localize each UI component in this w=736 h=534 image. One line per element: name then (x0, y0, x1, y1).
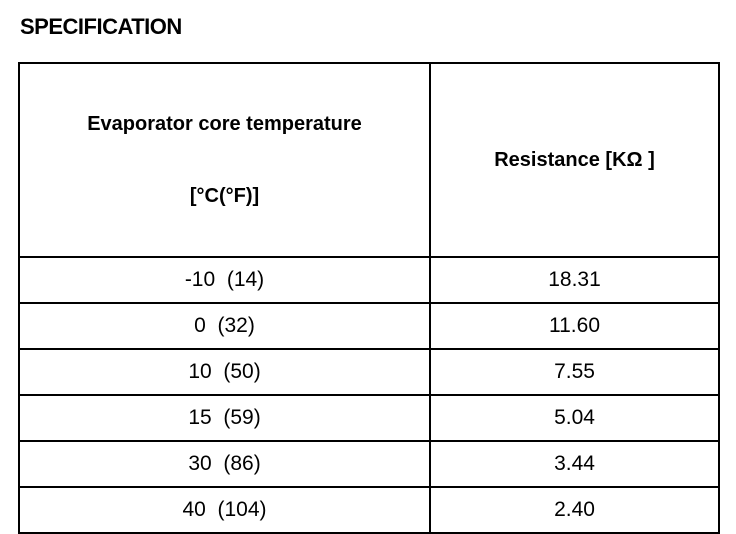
resistance-cell: 5.04 (429, 394, 720, 442)
header-cell: Resistance [KΩ ] (429, 62, 720, 258)
resistance-cell: 11.60 (429, 302, 720, 350)
temperature-cell: -10 (14) (18, 256, 431, 304)
temperature-cell: 15 (59) (18, 394, 431, 442)
resistance-cell: 3.44 (429, 440, 720, 488)
section-title: SPECIFICATION (20, 14, 182, 39)
table-body: -10 (14) 18.31 0 (32) 11.60 10 (50) 7.55 15 (5… (18, 256, 720, 534)
table-row: 30 (86) 3.44 (18, 440, 720, 488)
table-row: -10 (14) 18.31 (18, 256, 720, 304)
table-row: 0 (32) 11.60 (18, 302, 720, 350)
temperature-cell: 40 (104) (18, 486, 431, 534)
header-line: Evaporator core temperature (87, 113, 362, 135)
page: SPECIFICATION Evaporator core temperatur… (18, 14, 720, 534)
table-header: Evaporator core temperature [°C(°F)] Res… (18, 62, 720, 258)
table-row: 15 (59) 5.04 (18, 394, 720, 442)
header-cell: Evaporator core temperature [°C(°F)] (18, 62, 431, 258)
spec-table: Evaporator core temperature [°C(°F)] Res… (18, 62, 720, 534)
temperature-cell: 30 (86) (18, 440, 431, 488)
resistance-cell: 2.40 (429, 486, 720, 534)
header-line: [°C(°F)] (189, 185, 260, 207)
temperature-cell: 0 (32) (18, 302, 431, 350)
temperature-cell: 10 (50) (18, 348, 431, 396)
header-row: Evaporator core temperature [°C(°F)] Res… (18, 62, 720, 258)
table-row: 10 (50) 7.55 (18, 348, 720, 396)
table-row: 40 (104) 2.40 (18, 486, 720, 534)
resistance-cell: 18.31 (429, 256, 720, 304)
resistance-cell: 7.55 (429, 348, 720, 396)
